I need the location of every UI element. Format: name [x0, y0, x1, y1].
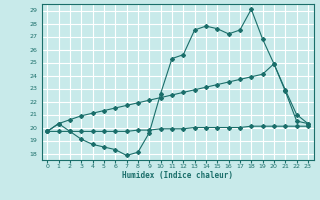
- X-axis label: Humidex (Indice chaleur): Humidex (Indice chaleur): [122, 171, 233, 180]
